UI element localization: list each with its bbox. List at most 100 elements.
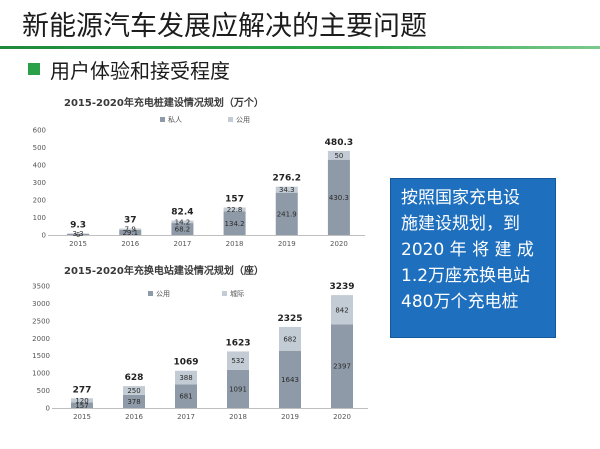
x-tick-label: 2015	[73, 413, 91, 421]
bar-value-label: 68.2	[175, 226, 191, 234]
bar-segment	[223, 211, 246, 235]
bar-segment	[171, 220, 194, 224]
y-tick-label: 2000	[32, 335, 50, 343]
y-tick-label: 400	[33, 162, 46, 170]
bar-value-label: 157	[75, 402, 88, 410]
x-tick-label: 2020	[333, 413, 351, 421]
bar-value-label: 1091	[229, 385, 247, 393]
bar-segment	[227, 369, 249, 408]
legend-swatch	[228, 117, 233, 122]
bar-segment	[275, 186, 298, 193]
x-tick-label: 2020	[330, 240, 348, 248]
bar-segment	[67, 233, 90, 235]
bar-segment	[71, 398, 93, 403]
bar-segment	[119, 229, 142, 235]
y-tick-label: 1500	[32, 352, 50, 360]
bar-segment	[175, 384, 197, 408]
bar-value-label: 6	[76, 231, 81, 239]
bar-total-label: 277	[73, 385, 92, 395]
slide-title: 新能源汽车发展应解决的主要问题	[22, 11, 427, 42]
legend-label: 公用	[156, 290, 170, 298]
bar-segment	[327, 159, 350, 235]
legend-swatch	[148, 291, 153, 296]
bar-segment	[71, 402, 93, 408]
x-tick-label: 2019	[278, 240, 296, 248]
bar-segment	[327, 150, 350, 160]
charging-pile-chart: 2015-2020年充电桩建设情况规划（万个） 0 100 200 300 400 500 6…	[33, 96, 365, 248]
bar-value-label: 120	[75, 397, 88, 405]
bar-value-label: 681	[179, 393, 192, 401]
x-tick-label: 2017	[177, 413, 195, 421]
legend-label: 城际	[230, 289, 244, 298]
x-tick-label: 2017	[174, 240, 192, 248]
bar-segment	[275, 192, 298, 235]
bar-value-label: 682	[283, 335, 296, 343]
bar-value-label: 842	[335, 306, 348, 314]
bar-total-label: 37	[124, 216, 137, 226]
bar-value-label: 250	[127, 387, 140, 395]
y-tick-label: 3000	[32, 300, 50, 308]
bar-segment	[279, 350, 301, 408]
y-tick-label: 1000	[32, 370, 50, 378]
x-tick-label: 2016	[121, 240, 139, 248]
bar-value-label: 241.9	[277, 210, 297, 218]
bar-value-label: 532	[231, 357, 244, 365]
bar-segment	[331, 324, 353, 408]
legend-swatch	[222, 291, 227, 296]
bar-segment	[123, 386, 145, 395]
x-tick-label: 2015	[69, 240, 87, 248]
y-tick-label: 200	[33, 197, 46, 205]
y-tick-label: 0	[42, 232, 46, 240]
slide-subtitle: 用户体验和接受程度	[50, 59, 230, 83]
info-line-3: 2020 年 将 建 成	[401, 240, 534, 260]
bar-segment	[279, 326, 301, 351]
info-line-5: 480万个充电桩	[401, 292, 519, 312]
charging-station-chart: 2015-2020年充换电站建设情况规划（座） 0 500 1000 1500 2000 2…	[32, 264, 368, 421]
bullet-square-icon	[28, 63, 40, 75]
chart-title: 2015-2020年充电桩建设情况规划（万个）	[64, 96, 264, 109]
bar-segment	[223, 207, 246, 212]
bar-total-label: 1069	[173, 358, 198, 368]
y-tick-label: 500	[37, 387, 50, 395]
bar-value-label: 3.3	[73, 230, 84, 238]
bar-total-label: 82.4	[171, 208, 193, 218]
title-divider	[0, 46, 600, 49]
x-tick-label: 2019	[281, 413, 299, 421]
legend-label: 私人	[168, 115, 182, 124]
bar-segment	[123, 394, 145, 408]
bar-value-label: 378	[127, 398, 140, 406]
bar-value-label: 29.1	[122, 229, 138, 237]
bar-value-label: 7.9	[125, 226, 136, 234]
bar-value-label: 22.8	[227, 206, 243, 214]
y-tick-label: 100	[33, 214, 46, 222]
bar-segment	[119, 228, 142, 230]
bar-total-label: 480.3	[325, 138, 353, 148]
bar-total-label: 2325	[277, 314, 302, 324]
info-callout: 按照国家充电设 施建设规划，到 2020 年 将 建 成 1.2万座充换电站 4…	[390, 178, 556, 338]
bar-value-label: 430.3	[329, 194, 349, 202]
info-line-2: 施建设规划，到	[401, 214, 520, 234]
y-tick-label: 0	[46, 405, 50, 413]
bar-segment	[175, 370, 197, 385]
bar-total-label: 276.2	[273, 174, 301, 184]
legend-swatch	[160, 117, 165, 122]
bar-value-label: 1643	[281, 376, 299, 384]
bar-total-label: 3239	[329, 282, 354, 292]
y-tick-label: 500	[33, 144, 46, 152]
y-tick-label: 300	[33, 179, 46, 187]
bar-total-label: 628	[125, 373, 144, 383]
bar-segment	[171, 223, 194, 235]
info-line-1: 按照国家充电设	[401, 188, 520, 208]
x-tick-label: 2018	[226, 240, 244, 248]
y-tick-label: 3500	[32, 283, 50, 291]
bar-value-label: 388	[179, 374, 192, 382]
bar-value-label: 34.3	[279, 186, 295, 194]
bar-value-label: 2397	[333, 363, 351, 371]
bar-total-label: 157	[225, 195, 244, 205]
legend-label: 公用	[236, 116, 250, 124]
bar-total-label: 9.3	[70, 220, 86, 230]
y-tick-label: 2500	[32, 317, 50, 325]
x-tick-label: 2018	[229, 413, 247, 421]
x-tick-label: 2016	[125, 413, 143, 421]
chart-title: 2015-2020年充换电站建设情况规划（座）	[64, 264, 264, 277]
